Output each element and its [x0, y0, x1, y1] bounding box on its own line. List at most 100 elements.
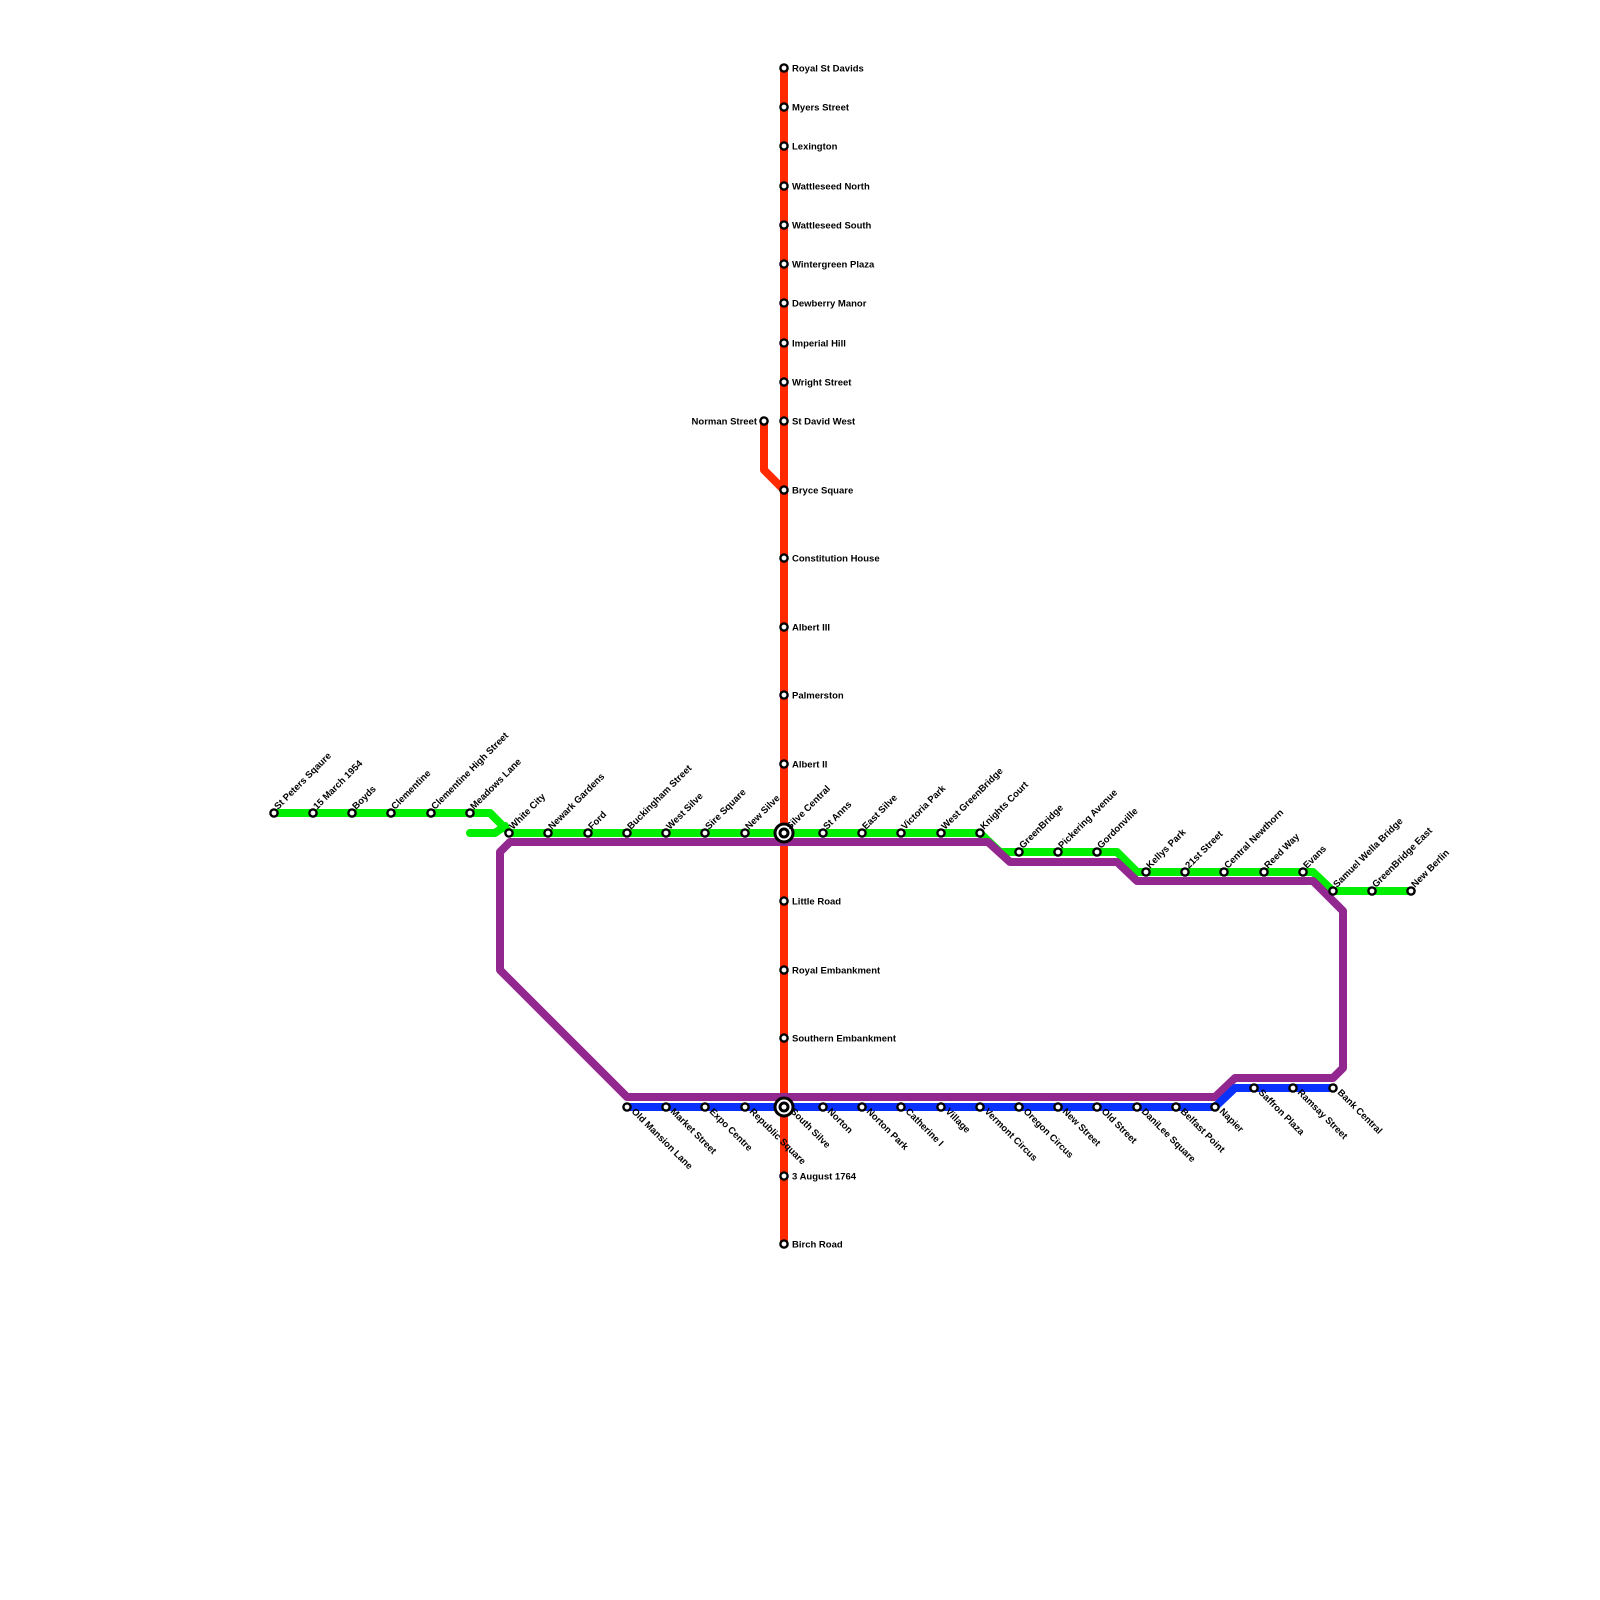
station-oregon-circus[interactable] — [1014, 1102, 1024, 1112]
station-icon — [896, 828, 906, 838]
station-label: Constitution House — [792, 554, 880, 565]
red-line-branch-track — [760, 417, 788, 494]
station-norton-park[interactable] — [857, 1102, 867, 1112]
station-old-street[interactable] — [1092, 1102, 1102, 1112]
green-line-spur-track — [466, 822, 509, 837]
station-icon — [1210, 1102, 1220, 1112]
station-pickering-avenue[interactable] — [1053, 847, 1063, 857]
station-royal-st-davids[interactable] — [779, 63, 789, 73]
station-icon — [661, 1102, 671, 1112]
purple-line-track — [496, 838, 1347, 1101]
station-15-march-1954[interactable] — [308, 808, 318, 818]
station-icon — [779, 102, 789, 112]
station-saffron-plaza[interactable] — [1249, 1083, 1259, 1093]
station-albert-iii[interactable] — [779, 622, 789, 632]
station-west-silve[interactable] — [661, 828, 671, 838]
station-expo-centre[interactable] — [700, 1102, 710, 1112]
station-white-city[interactable] — [504, 828, 514, 838]
station-label: 3 August 1764 — [792, 1172, 857, 1183]
station-ramsay-street[interactable] — [1288, 1083, 1298, 1093]
station-21st-street[interactable] — [1180, 867, 1190, 877]
station-label: Royal Embankment — [792, 966, 881, 977]
station-st-david-west[interactable] — [779, 416, 789, 426]
station-old-mansion-lane[interactable] — [622, 1102, 632, 1112]
station-lexington[interactable] — [779, 141, 789, 151]
station-norton[interactable] — [818, 1102, 828, 1112]
station-republic-square[interactable] — [740, 1102, 750, 1112]
station-icon — [308, 808, 318, 818]
station-icon — [1288, 1083, 1298, 1093]
station-newark-gardens[interactable] — [543, 828, 553, 838]
station-west-greenbridge[interactable] — [936, 828, 946, 838]
station-icon — [975, 828, 985, 838]
station-label: Reed Way — [1262, 831, 1302, 871]
station-clementine[interactable] — [386, 808, 396, 818]
station-wright-street[interactable] — [779, 377, 789, 387]
station-label: Birch Road — [792, 1240, 843, 1251]
station-label: Bryce Square — [792, 486, 853, 497]
station-palmerston[interactable] — [779, 690, 789, 700]
station-clementine-high-street[interactable] — [426, 808, 436, 818]
station-icon — [269, 808, 279, 818]
station-wintergreen-plaza[interactable] — [779, 259, 789, 269]
station-danilee-square[interactable] — [1132, 1102, 1142, 1112]
station-label: Albert II — [792, 760, 827, 771]
station-reed-way[interactable] — [1259, 867, 1269, 877]
station-new-berlin[interactable] — [1406, 886, 1416, 896]
station-new-street[interactable] — [1053, 1102, 1063, 1112]
station-icon — [936, 1102, 946, 1112]
station-imperial-hill[interactable] — [779, 338, 789, 348]
station-evans[interactable] — [1298, 867, 1308, 877]
station-knights-court[interactable] — [975, 828, 985, 838]
station-gordonville[interactable] — [1092, 847, 1102, 857]
station-meadows-lane[interactable] — [465, 808, 475, 818]
station-wattleseed-south[interactable] — [779, 220, 789, 230]
station-village[interactable] — [936, 1102, 946, 1112]
station-market-street[interactable] — [661, 1102, 671, 1112]
station-icon — [779, 553, 789, 563]
station-greenbridge[interactable] — [1014, 847, 1024, 857]
station-icon — [896, 1102, 906, 1112]
station-myers-street[interactable] — [779, 102, 789, 112]
station-napier[interactable] — [1210, 1102, 1220, 1112]
station-3-august-1764[interactable] — [779, 1171, 789, 1181]
station-icon — [347, 808, 357, 818]
station-little-road[interactable] — [779, 896, 789, 906]
station-label: Wattleseed North — [792, 182, 870, 193]
station-silve-central[interactable] — [773, 822, 795, 844]
station-icon — [779, 485, 789, 495]
station-greenbridge-east[interactable] — [1367, 886, 1377, 896]
station-belfast-point[interactable] — [1171, 1102, 1181, 1112]
station-bryce-square[interactable] — [779, 485, 789, 495]
station-vermont-circus[interactable] — [975, 1102, 985, 1112]
station-east-silve[interactable] — [857, 828, 867, 838]
station-southern-embankment[interactable] — [779, 1033, 789, 1043]
station-south-silve[interactable] — [773, 1096, 795, 1118]
station-catherine-i[interactable] — [896, 1102, 906, 1112]
station-bank-central[interactable] — [1328, 1083, 1338, 1093]
station-new-silve[interactable] — [740, 828, 750, 838]
station-icon — [1141, 867, 1151, 877]
station-constitution-house[interactable] — [779, 553, 789, 563]
station-central-newthorn[interactable] — [1219, 867, 1229, 877]
station-icon — [386, 808, 396, 818]
station-dewberry-manor[interactable] — [779, 298, 789, 308]
station-ford[interactable] — [583, 828, 593, 838]
station-royal-embankment[interactable] — [779, 965, 789, 975]
station-samuel-wella-bridge[interactable] — [1328, 886, 1338, 896]
station-buckingham-street[interactable] — [622, 828, 632, 838]
station-norman-street[interactable] — [759, 416, 769, 426]
station-label: Southern Embankment — [792, 1034, 897, 1045]
station-victoria-park[interactable] — [896, 828, 906, 838]
station-icon — [622, 1102, 632, 1112]
station-sire-square[interactable] — [700, 828, 710, 838]
station-st-anns[interactable] — [818, 828, 828, 838]
station-wattleseed-north[interactable] — [779, 181, 789, 191]
station-birch-road[interactable] — [779, 1239, 789, 1249]
station-icon — [779, 759, 789, 769]
station-st-peters-sqaure[interactable] — [269, 808, 279, 818]
station-kellys-park[interactable] — [1141, 867, 1151, 877]
station-boyds[interactable] — [347, 808, 357, 818]
station-icon — [975, 1102, 985, 1112]
station-albert-ii[interactable] — [779, 759, 789, 769]
